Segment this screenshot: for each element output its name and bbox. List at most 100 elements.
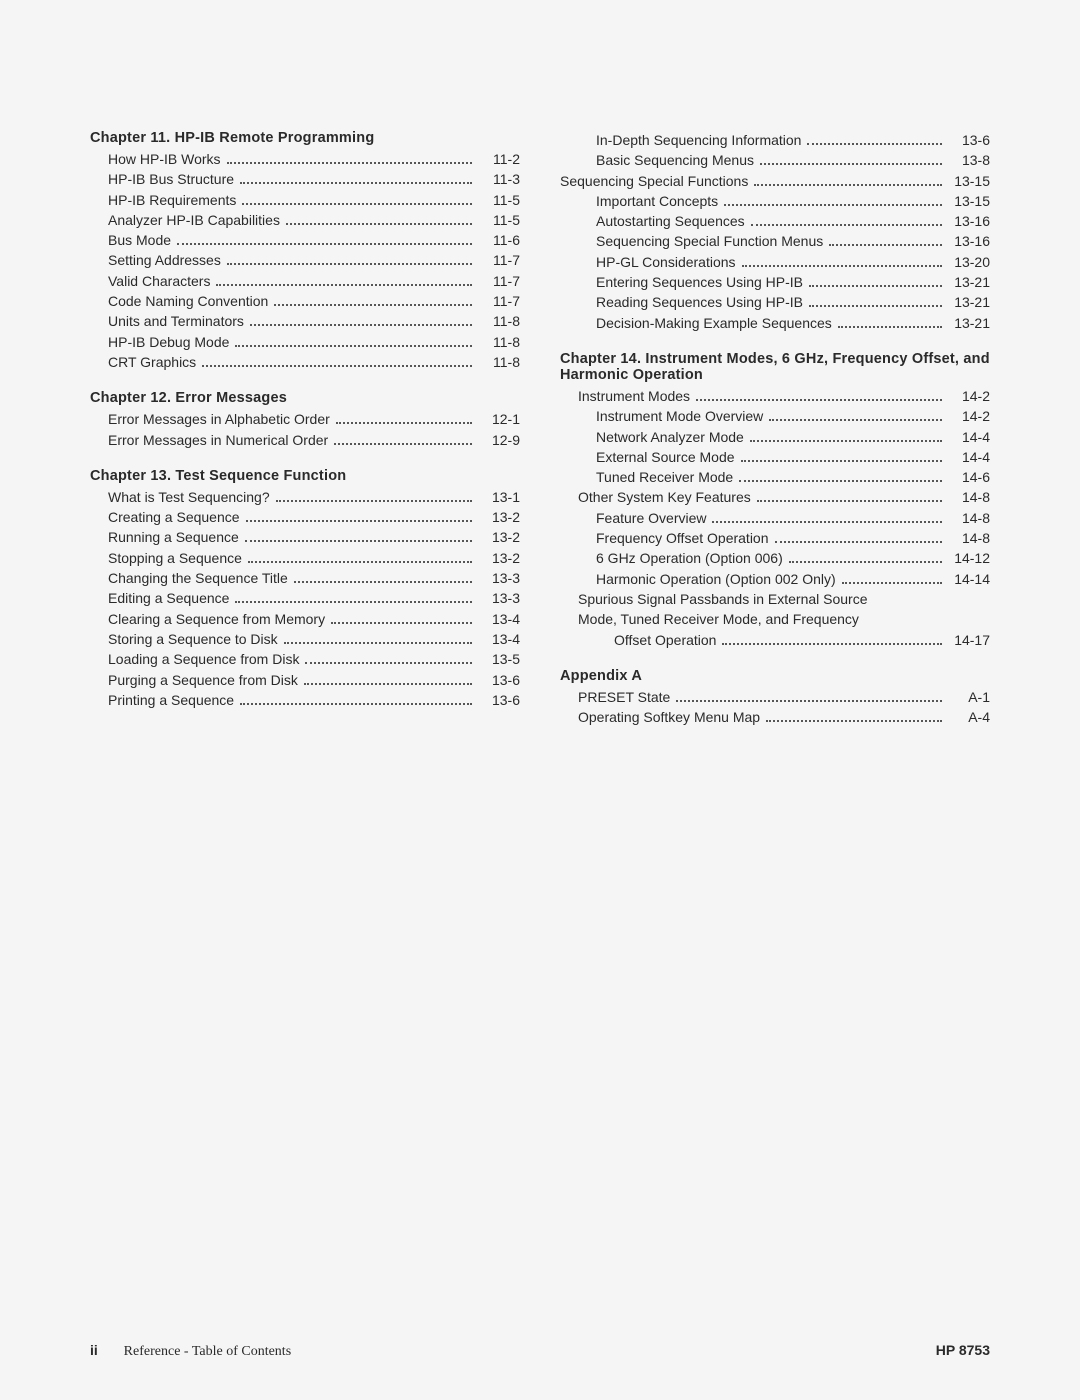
toc-page: 13-16 <box>946 231 990 251</box>
toc-page: 13-2 <box>476 548 520 568</box>
toc-leader-dots <box>202 365 472 367</box>
toc-leader-dots <box>838 326 942 328</box>
toc-leader-dots <box>240 703 472 705</box>
toc-page: 14-4 <box>946 427 990 447</box>
toc-label: Sequencing Special Functions <box>560 171 748 191</box>
toc-entry: Changing the Sequence Title13-3 <box>90 568 520 588</box>
toc-entry: Tuned Receiver Mode14-6 <box>560 467 990 487</box>
toc-label: Valid Characters <box>108 271 210 291</box>
toc-leader-dots <box>227 162 472 164</box>
toc-page: 14-8 <box>946 528 990 548</box>
toc-page: 13-21 <box>946 292 990 312</box>
toc-page: 11-5 <box>476 190 520 210</box>
toc-entry: Setting Addresses11-7 <box>90 250 520 270</box>
toc-label: Offset Operation <box>614 630 716 650</box>
toc-page: 13-21 <box>946 272 990 292</box>
toc-page: 14-2 <box>946 386 990 406</box>
toc-label: Frequency Offset Operation <box>596 528 769 548</box>
page-footer: ii Reference - Table of Contents HP 8753 <box>90 1342 990 1360</box>
toc-leader-dots <box>250 324 472 326</box>
toc-entry: Instrument Mode Overview 14-2 <box>560 406 990 426</box>
toc-leader-dots <box>177 243 472 245</box>
toc-entry: Basic Sequencing Menus 13-8 <box>560 150 990 170</box>
toc-leader-dots <box>242 203 472 205</box>
toc-page: 13-6 <box>476 690 520 710</box>
toc-entry: Error Messages in Numerical Order 12-9 <box>90 430 520 450</box>
toc-label: Printing a Sequence <box>108 690 234 710</box>
toc-page: 14-8 <box>946 487 990 507</box>
toc-leader-dots <box>789 561 942 563</box>
toc-leader-dots <box>305 662 472 664</box>
toc-label: Code Naming Convention <box>108 291 268 311</box>
toc-page: 13-8 <box>946 150 990 170</box>
toc-page: 13-4 <box>476 629 520 649</box>
toc-leader-dots <box>216 284 472 286</box>
toc-page: 14-14 <box>946 569 990 589</box>
toc-label: Units and Terminators <box>108 311 244 331</box>
chapter-title: Chapter 13. Test Sequence Function <box>90 468 520 484</box>
toc-entry: Error Messages in Alphabetic Order 12-1 <box>90 409 520 429</box>
toc-page: 13-2 <box>476 527 520 547</box>
toc-entry: Stopping a Sequence13-2 <box>90 548 520 568</box>
toc-entry: Clearing a Sequence from Memory13-4 <box>90 609 520 629</box>
toc-entry: Sequencing Special Functions13-15 <box>560 171 990 191</box>
toc-label: Error Messages in Numerical Order <box>108 430 328 450</box>
toc-entry: Units and Terminators11-8 <box>90 311 520 331</box>
toc-entry: Purging a Sequence from Disk13-6 <box>90 670 520 690</box>
toc-label: Network Analyzer Mode <box>596 427 744 447</box>
toc-leader-dots <box>809 285 942 287</box>
toc-leader-dots <box>334 443 472 445</box>
toc-leader-dots <box>750 440 942 442</box>
toc-page: 13-3 <box>476 568 520 588</box>
toc-leader-dots <box>245 540 472 542</box>
toc-entry: Autostarting Sequences13-16 <box>560 211 990 231</box>
chapter-title: Chapter 12. Error Messages <box>90 390 520 406</box>
toc-label: External Source Mode <box>596 447 735 467</box>
toc-page: 14-2 <box>946 406 990 426</box>
toc-page: 11-7 <box>476 250 520 270</box>
toc-label: Error Messages in Alphabetic Order <box>108 409 330 429</box>
toc-leader-dots <box>235 601 472 603</box>
toc-label: Operating Softkey Menu Map <box>578 707 760 727</box>
toc-leader-dots <box>246 520 472 522</box>
toc-page: 11-8 <box>476 352 520 372</box>
toc-label: Creating a Sequence <box>108 507 240 527</box>
toc-page: 14-4 <box>946 447 990 467</box>
toc-leader-dots <box>294 581 472 583</box>
toc-page: 13-21 <box>946 313 990 333</box>
toc-label: Running a Sequence <box>108 527 239 547</box>
toc-entry: HP-IB Debug Mode11-8 <box>90 332 520 352</box>
toc-label: Storing a Sequence to Disk <box>108 629 278 649</box>
toc-page: 13-2 <box>476 507 520 527</box>
toc-entry-wrap: Spurious Signal Passbands in External So… <box>560 589 990 609</box>
toc-label: Sequencing Special Function Menus <box>596 231 823 251</box>
toc-leader-dots <box>248 561 472 563</box>
toc-label: Purging a Sequence from Disk <box>108 670 298 690</box>
toc-label: Instrument Mode Overview <box>596 406 763 426</box>
toc-label: Bus Mode <box>108 230 171 250</box>
toc-page: 12-9 <box>476 430 520 450</box>
toc-leader-dots <box>240 182 472 184</box>
toc-label: Feature Overview <box>596 508 706 528</box>
toc-entry: Feature Overview14-8 <box>560 508 990 528</box>
toc-entry: Editing a Sequence13-3 <box>90 588 520 608</box>
toc-leader-dots <box>227 263 472 265</box>
toc-leader-dots <box>757 500 942 502</box>
footer-pagenum: ii <box>90 1342 98 1358</box>
toc-entry: Instrument Modes14-2 <box>560 386 990 406</box>
toc-leader-dots <box>676 700 942 702</box>
toc-entry: 6 GHz Operation (Option 006) 14-12 <box>560 548 990 568</box>
left-column: Chapter 11. HP-IB Remote ProgrammingHow … <box>90 130 520 727</box>
toc-label: Autostarting Sequences <box>596 211 745 231</box>
toc-page: 12-1 <box>476 409 520 429</box>
toc-entry: Loading a Sequence from Disk13-5 <box>90 649 520 669</box>
toc-entry: Analyzer HP-IB Capabilities11-5 <box>90 210 520 230</box>
toc-page: 14-6 <box>946 467 990 487</box>
toc-label: Basic Sequencing Menus <box>596 150 754 170</box>
toc-label: 6 GHz Operation (Option 006) <box>596 548 783 568</box>
toc-page: 14-12 <box>946 548 990 568</box>
toc-leader-dots <box>304 683 472 685</box>
toc-page: 11-6 <box>476 230 520 250</box>
toc-entry: Code Naming Convention11-7 <box>90 291 520 311</box>
toc-columns: Chapter 11. HP-IB Remote ProgrammingHow … <box>90 130 990 727</box>
